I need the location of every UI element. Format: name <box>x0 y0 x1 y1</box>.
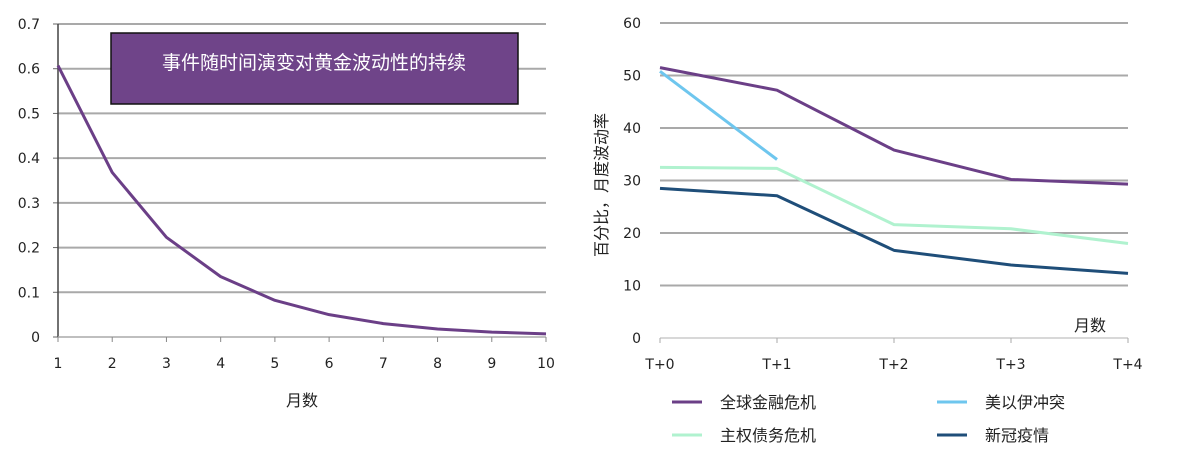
y-tick-label: 0.2 <box>18 241 40 257</box>
x-axis-label: 月数 <box>1074 316 1106 335</box>
y-tick-label: 10 <box>623 279 641 295</box>
x-tick-label: 3 <box>162 356 171 372</box>
y-tick-label: 0 <box>632 331 641 347</box>
x-axis-label: 月数 <box>286 391 318 410</box>
x-tick-label: T+2 <box>878 357 908 373</box>
x-tick-label: 8 <box>433 356 442 372</box>
legend-label: 全球金融危机 <box>720 393 816 412</box>
x-tick-label: 9 <box>487 356 496 372</box>
x-tick-label: 2 <box>108 356 117 372</box>
y-tick-label: 40 <box>623 121 641 137</box>
x-tick-label: 5 <box>270 356 279 372</box>
x-tick-label: 10 <box>537 356 555 372</box>
title-box <box>110 32 519 105</box>
y-tick-label: 60 <box>623 16 641 32</box>
x-tick-label: T+0 <box>644 357 674 373</box>
x-tick-label: T+1 <box>761 357 791 373</box>
series-line <box>659 70 778 161</box>
legend-label: 新冠疫情 <box>985 426 1049 445</box>
legend-label: 主权债务危机 <box>720 426 816 445</box>
series-line <box>56 64 547 336</box>
series-line <box>659 186 1129 275</box>
right-chart: 0 10 20 30 40 50 60 T+0 T+1 T+2 T+3 T+4 月数 百分比，月度波动率全… <box>592 16 1143 445</box>
x-tick-label: T+3 <box>995 357 1025 373</box>
y-tick-label: 50 <box>623 69 641 85</box>
y-tick-label: 0 <box>31 330 40 346</box>
x-tick-label: 7 <box>379 356 388 372</box>
y-tick-label: 30 <box>623 174 641 190</box>
x-tick-label: 6 <box>325 356 334 372</box>
y-tick-label: 0.5 <box>18 106 40 122</box>
y-tick-label: 0.1 <box>18 285 40 301</box>
x-tick-label: T+4 <box>1112 357 1142 373</box>
chart-title: 事件随时间演变对黄金波动性的持续 <box>162 52 466 74</box>
left-chart: 0 0.1 0.2 0.3 0.4 0.5 0.6 0.7 1 2 3 4 5 6 7 8 9 10 月数 事件随时间… <box>18 17 555 410</box>
y-tick-label: 0.6 <box>18 62 40 78</box>
legend-label: 美以伊冲突 <box>985 393 1065 412</box>
x-tick-label: 1 <box>54 356 63 372</box>
y-tick-label: 0.7 <box>18 17 40 33</box>
y-tick-label: 20 <box>623 226 641 242</box>
y-tick-label: 0.3 <box>18 196 40 212</box>
y-axis-label: 百分比，月度波动率 <box>592 113 611 257</box>
x-tick-label: 4 <box>216 356 225 372</box>
y-tick-label: 0.4 <box>18 151 40 167</box>
